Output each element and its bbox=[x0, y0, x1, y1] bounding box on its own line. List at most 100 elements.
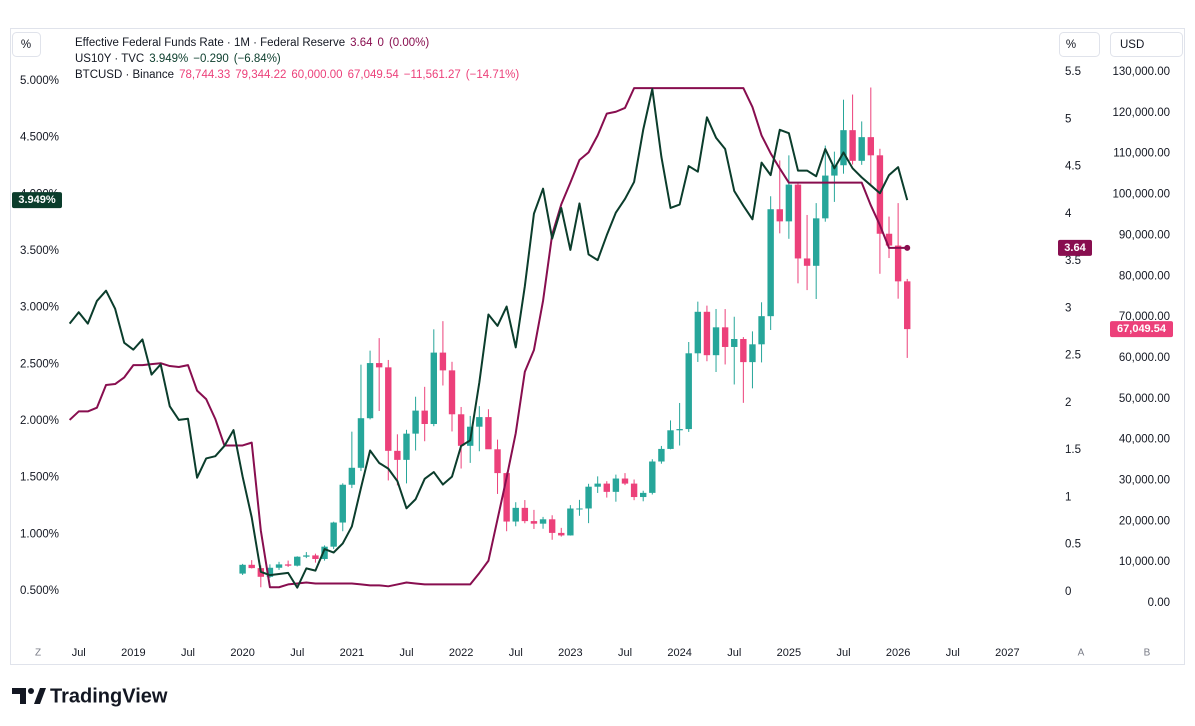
y-tick-label: 2.000% bbox=[20, 415, 59, 427]
y2-tick-label: 2.5 bbox=[1065, 350, 1081, 362]
legend-value: 79,344.22 bbox=[235, 69, 287, 81]
candle-body bbox=[348, 467, 356, 485]
candle-body bbox=[366, 363, 374, 419]
y2-tick-label: 1 bbox=[1065, 491, 1071, 503]
x-tick-label: 2022 bbox=[449, 647, 473, 659]
y2-tick-label: 2 bbox=[1065, 397, 1071, 409]
candle-body bbox=[904, 281, 911, 330]
candle-body bbox=[630, 483, 638, 498]
candle-body bbox=[248, 564, 255, 569]
unit-box[interactable] bbox=[12, 32, 41, 57]
candle-body bbox=[767, 209, 774, 317]
candle-body bbox=[612, 478, 620, 492]
candle-body bbox=[685, 353, 692, 430]
x-tick-label: Jul bbox=[399, 647, 413, 659]
x-tick-label: 2021 bbox=[340, 647, 364, 659]
x-tick-label: 2027 bbox=[995, 647, 1019, 659]
legend-value: 67,049.54 bbox=[347, 69, 399, 81]
unit-box[interactable] bbox=[1059, 32, 1100, 57]
candle-body bbox=[421, 410, 428, 425]
candle-body bbox=[403, 433, 410, 460]
x-tick-label: 2023 bbox=[558, 647, 582, 659]
y3-tick-label: 0.00 bbox=[1148, 597, 1170, 609]
y-tick-label: 4.500% bbox=[20, 132, 59, 144]
series-line bbox=[68, 87, 908, 589]
y2-tick-label: 4.5 bbox=[1065, 161, 1081, 173]
candle-body bbox=[585, 486, 592, 509]
candle-body bbox=[758, 316, 765, 345]
x-tick-label: Jul bbox=[509, 647, 523, 659]
candle-body bbox=[603, 483, 610, 492]
legend-value: 3.949% bbox=[149, 53, 189, 65]
candle-body bbox=[439, 352, 447, 371]
x-tick-label: 2026 bbox=[886, 647, 910, 659]
plot-area bbox=[68, 87, 911, 589]
y3-tick-label: 50,000.00 bbox=[1119, 393, 1170, 405]
candle-body bbox=[412, 410, 419, 434]
brand-name: TradingView bbox=[50, 685, 168, 707]
y2-tick-label: 3 bbox=[1065, 302, 1071, 314]
logo-shape bbox=[34, 688, 46, 704]
candle-body bbox=[694, 311, 702, 354]
legend-value: 78,744.33 bbox=[179, 69, 231, 81]
candle-body bbox=[321, 546, 328, 559]
candle-body bbox=[803, 258, 811, 266]
y2-tick-label: 4 bbox=[1065, 208, 1072, 220]
unit-box[interactable] bbox=[1110, 32, 1183, 57]
candle-body bbox=[330, 522, 337, 547]
candle-body bbox=[430, 352, 437, 425]
last-value-label: 67,049.54 bbox=[1117, 323, 1167, 335]
x-tick-label: Jul bbox=[836, 647, 850, 659]
candle-body bbox=[294, 556, 301, 566]
legend-name: Effective Federal Funds Rate · 1M · Fede… bbox=[75, 37, 346, 49]
candle-body bbox=[621, 478, 629, 484]
y-tick-label: 0.500% bbox=[20, 585, 59, 597]
candle-body bbox=[876, 155, 884, 234]
x-tick-label: Jul bbox=[727, 647, 741, 659]
candle-body bbox=[357, 418, 365, 468]
candle-body bbox=[749, 344, 756, 363]
x-tick-label: 2025 bbox=[777, 647, 801, 659]
candle-body bbox=[640, 492, 647, 498]
candle-body bbox=[548, 519, 556, 533]
candle-body bbox=[594, 483, 601, 487]
last-value-badge bbox=[1110, 321, 1173, 338]
legend-value: −0.290 bbox=[193, 53, 229, 65]
candle-body bbox=[649, 461, 656, 493]
candle-body bbox=[740, 339, 747, 363]
brand-logo bbox=[12, 688, 46, 704]
y-tick-label: 3.500% bbox=[20, 245, 59, 257]
y2-tick-label: 5 bbox=[1065, 113, 1071, 125]
y2-tick-label: 0 bbox=[1065, 586, 1071, 598]
candle-body bbox=[831, 165, 838, 176]
candle-body bbox=[266, 567, 274, 577]
x-tick-label: Jul bbox=[72, 647, 86, 659]
candle-body bbox=[794, 184, 802, 259]
y3-tick-label: 10,000.00 bbox=[1119, 556, 1170, 568]
scale-button[interactable]: A bbox=[1078, 648, 1085, 659]
y3-tick-label: 20,000.00 bbox=[1119, 515, 1170, 527]
y3-tick-label: 110,000.00 bbox=[1113, 148, 1170, 160]
legend-row: BTCUSD · Binance 78,744.33 79,344.22 60,000… bbox=[75, 67, 524, 83]
x-tick-label: Jul bbox=[946, 647, 960, 659]
scale-button[interactable]: B bbox=[1144, 648, 1151, 659]
candle-body bbox=[339, 484, 346, 523]
scale-button[interactable]: Z bbox=[35, 648, 41, 659]
candle-body bbox=[503, 473, 510, 522]
legend-name: BTCUSD · Binance bbox=[75, 69, 175, 81]
x-tick-label: Jul bbox=[290, 647, 304, 659]
legend-row: Effective Federal Funds Rate · 1M · Fede… bbox=[75, 35, 524, 51]
candle-body bbox=[576, 508, 583, 510]
chart-frame bbox=[10, 28, 1185, 665]
y3-tick-label: 40,000.00 bbox=[1119, 434, 1170, 446]
legend-value: 3.64 bbox=[350, 37, 373, 49]
y2-tick-label: 0.5 bbox=[1065, 539, 1081, 551]
y-tick-label: 1.500% bbox=[20, 472, 59, 484]
candle-body bbox=[658, 448, 665, 462]
x-tick-label: Jul bbox=[618, 647, 632, 659]
legend-value: 0 bbox=[377, 37, 384, 49]
y3-tick-label: 30,000.00 bbox=[1119, 474, 1170, 486]
candle-body bbox=[812, 218, 820, 266]
